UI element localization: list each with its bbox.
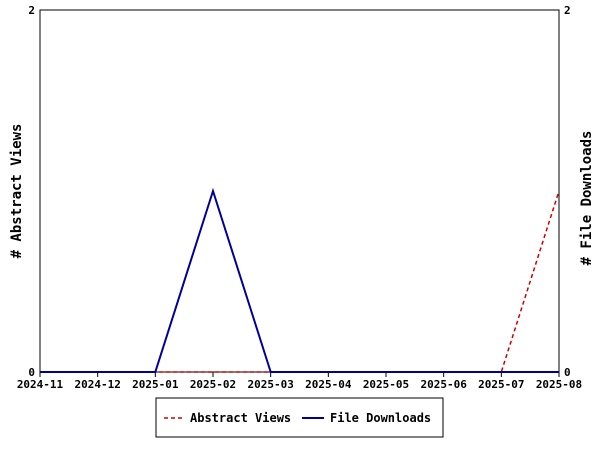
series-layer	[40, 187, 560, 373]
series-line-file-downloads	[40, 187, 559, 373]
y-tick-right-bottom: 0	[564, 366, 571, 379]
legend-box	[155, 397, 444, 438]
x-tick-label: 2025-01	[132, 378, 179, 391]
x-tick-label: 2025-08	[536, 378, 582, 391]
plot-area	[39, 9, 560, 373]
y-tick-left-bottom: 0	[28, 366, 35, 379]
x-tick-label: 2025-07	[478, 378, 524, 391]
x-tick-label: 2025-02	[190, 378, 236, 391]
y-tick-left-top: 2	[28, 4, 35, 17]
x-tick-label: 2025-05	[363, 378, 409, 391]
x-tick-label: 2025-06	[420, 378, 467, 391]
x-tick-label: 2024-11	[17, 378, 64, 391]
x-axis-ticks: 2024-11 2024-12 2025-01 2025-02 2025-03 2025-…	[17, 372, 582, 391]
y-axis-left-title: # Abstract Views	[9, 124, 25, 259]
legend-label-abstract-views: Abstract Views	[190, 411, 291, 425]
y-axis-right-title: # File Downloads	[579, 131, 595, 266]
x-tick-label: 2025-03	[247, 378, 293, 391]
legend-label-file-downloads: File Downloads	[330, 411, 431, 425]
x-tick-label: 2024-12	[74, 378, 120, 391]
x-tick-label: 2025-04	[305, 378, 352, 391]
y-tick-right-top: 2	[564, 4, 571, 17]
legend: Abstract Views File Downloads	[155, 397, 444, 438]
